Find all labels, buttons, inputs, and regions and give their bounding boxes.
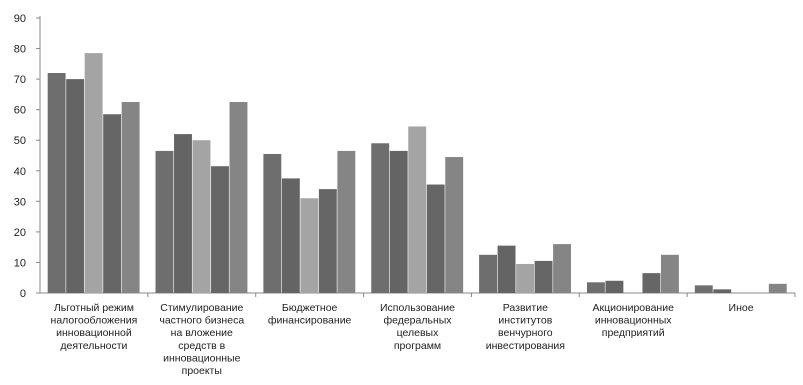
- y-tick-label: 20: [14, 227, 26, 239]
- bar: [121, 102, 140, 294]
- bar: [586, 282, 605, 293]
- y-tick-label: 0: [20, 288, 26, 300]
- bar: [371, 143, 390, 293]
- bar: [534, 260, 553, 293]
- y-tick-label: 30: [14, 196, 26, 208]
- x-category-labels: Льготный режим налогообложения инновационн…: [51, 302, 754, 377]
- bar: [211, 166, 229, 293]
- bar: [694, 285, 713, 293]
- bar: [660, 254, 679, 293]
- x-category-label: Льготный режим налогообложения инновационн…: [51, 302, 138, 352]
- x-category-label: Бюджетное финансирование: [268, 302, 352, 327]
- y-tick-label: 70: [14, 74, 26, 86]
- bar: [263, 153, 282, 293]
- bar: [768, 283, 787, 293]
- bar: [408, 126, 427, 293]
- bar: [445, 157, 464, 293]
- bar: [426, 184, 445, 293]
- bar: [103, 114, 122, 293]
- y-tick-label: 10: [14, 257, 26, 269]
- bar: [229, 102, 248, 294]
- chart-bars: [47, 53, 787, 294]
- bar: [516, 263, 535, 293]
- y-tick-label: 90: [14, 13, 26, 25]
- bar: [84, 53, 103, 294]
- y-tick-label: 40: [14, 166, 26, 178]
- bar: [642, 273, 661, 293]
- bar: [553, 244, 572, 293]
- bar: [300, 198, 319, 293]
- x-category-label: Акционирование инновационных предприятий: [592, 302, 674, 339]
- bar: [497, 245, 516, 293]
- bar: [155, 150, 174, 293]
- bar: [713, 289, 732, 293]
- x-category-label: Использование федеральных целевых программ: [380, 302, 455, 352]
- bar: [318, 189, 337, 293]
- x-category-label: Развитие институтов венчурного инвестирован…: [486, 302, 565, 352]
- x-category-label: Стимулирование частного бизнеса на вложени…: [159, 302, 244, 377]
- x-category-label: Иное: [729, 302, 754, 314]
- bar: [337, 150, 356, 293]
- y-tick-label: 50: [14, 135, 26, 147]
- y-tick-label: 80: [14, 44, 26, 56]
- y-tick-labels: 0 10 20 30 40 50 60 70 80 90: [14, 13, 40, 300]
- bar: [174, 134, 192, 293]
- bar: [281, 178, 300, 293]
- bar: [389, 150, 408, 293]
- bar: [605, 280, 624, 293]
- y-tick-label: 60: [14, 105, 26, 117]
- bar: [479, 254, 498, 293]
- bar: [192, 140, 211, 293]
- bar: [47, 73, 66, 293]
- bar: [66, 79, 85, 293]
